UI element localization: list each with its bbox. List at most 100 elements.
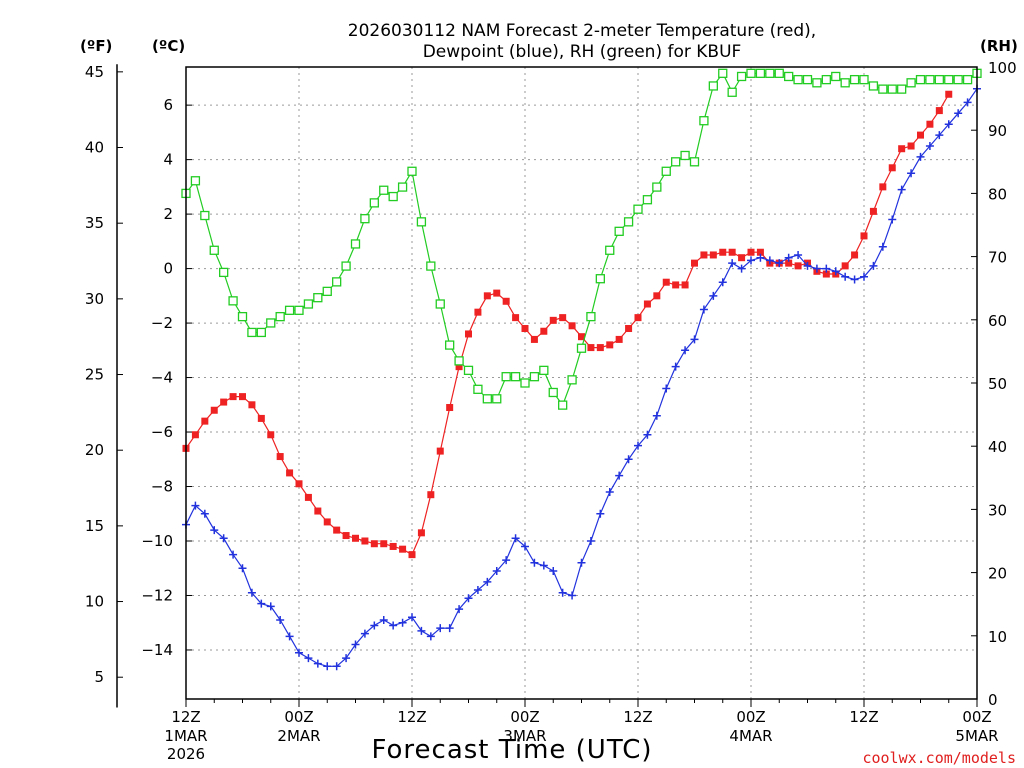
temperature-point xyxy=(917,131,924,139)
temperature-point xyxy=(399,545,407,553)
temperature-point xyxy=(380,540,388,548)
dewpoint-point xyxy=(191,501,200,510)
dewpoint-point xyxy=(897,185,906,194)
time-tick-date-label: 2MAR xyxy=(277,727,320,745)
temperature-point xyxy=(549,316,557,324)
temperature-point xyxy=(201,417,209,425)
dewpoint-point xyxy=(313,659,322,668)
celsius-tick-label: 6 xyxy=(163,96,173,114)
dewpoint-point xyxy=(812,264,821,273)
rh-point xyxy=(529,372,540,382)
rh-point xyxy=(219,267,229,278)
rh-point xyxy=(350,239,361,249)
temperature-point xyxy=(860,232,868,240)
rh-tick-label: 90 xyxy=(988,122,1007,140)
fahrenheit-tick-label: 45 xyxy=(85,63,104,81)
temperature-point xyxy=(408,551,416,559)
temperature-point xyxy=(822,270,830,278)
temperature-point xyxy=(455,363,463,371)
rh-point xyxy=(426,261,436,271)
rh-tick-label: 50 xyxy=(988,375,1007,393)
dewpoint-point xyxy=(615,471,624,480)
rh-point xyxy=(765,68,775,78)
time-tick-date-label: 4MAR xyxy=(729,727,772,745)
rh-point xyxy=(284,305,295,315)
celsius-tick-label: −4 xyxy=(151,369,173,387)
rh-point xyxy=(642,195,653,205)
rh-point xyxy=(454,356,464,366)
fahrenheit-tick-label: 10 xyxy=(85,593,104,611)
dewpoint-point xyxy=(511,534,520,543)
fahrenheit-tick-label: 35 xyxy=(85,214,104,232)
rh-line xyxy=(185,72,978,407)
rh-point xyxy=(435,299,445,309)
temperature-point xyxy=(662,278,670,286)
temperature-point xyxy=(691,259,698,267)
rh-point xyxy=(482,394,492,404)
temperature-point xyxy=(361,537,369,545)
dewpoint-point xyxy=(784,253,793,262)
fahrenheit-unit-label: (ºF) xyxy=(80,37,112,55)
rh-point xyxy=(605,245,615,255)
rh-tick-label: 100 xyxy=(988,59,1017,77)
dewpoint-point xyxy=(624,455,633,464)
dewpoint-point xyxy=(794,250,803,259)
rh-point xyxy=(322,286,332,297)
celsius-tick-label: 4 xyxy=(163,151,173,169)
rh-point xyxy=(671,157,681,167)
temperature-point xyxy=(926,120,934,128)
rh-point xyxy=(558,400,568,410)
dewpoint-point xyxy=(737,264,746,273)
rh-point xyxy=(727,87,737,97)
dewpoint-point xyxy=(963,98,972,107)
temperature-point xyxy=(935,107,943,115)
dewpoint-point xyxy=(756,253,765,262)
chart-title-line2: Dewpoint (blue), RH (green) for KBUF xyxy=(423,42,742,62)
grid-layer xyxy=(185,67,978,699)
rh-point xyxy=(802,74,813,85)
rh-point xyxy=(548,387,558,398)
dewpoint-point xyxy=(925,142,934,150)
dewpoint-point xyxy=(389,621,398,630)
dewpoint-point xyxy=(408,613,416,622)
dewpoint-point xyxy=(586,537,595,545)
temperature-point xyxy=(521,325,529,333)
rh-point xyxy=(595,274,605,284)
time-tick-date-label: 1MAR xyxy=(164,727,207,745)
rh-point xyxy=(736,71,747,82)
dewpoint-point xyxy=(210,526,219,535)
rh-point xyxy=(915,74,926,85)
rh-point xyxy=(416,217,427,227)
temperature-point xyxy=(493,289,501,297)
rh-point xyxy=(689,157,700,167)
temperature-point xyxy=(879,183,887,191)
rh-point xyxy=(388,191,398,202)
dewpoint-point xyxy=(662,384,671,393)
temperature-point xyxy=(756,248,764,256)
dewpoint-point xyxy=(521,542,529,551)
dewpoint-point xyxy=(351,640,360,649)
temperature-line xyxy=(185,93,950,556)
temperature-point xyxy=(427,491,435,499)
rh-point xyxy=(379,185,389,195)
dewpoint-point xyxy=(568,591,577,600)
axis-layer: 6420−2−4−6−8−10−12−144540353025201510510… xyxy=(85,59,1017,763)
rh-point xyxy=(878,84,888,94)
series-layer xyxy=(181,68,982,671)
rh-tick-label: 70 xyxy=(988,249,1007,267)
dewpoint-point xyxy=(238,564,247,573)
fahrenheit-tick-label: 20 xyxy=(85,441,104,459)
dewpoint-point xyxy=(643,430,652,439)
temperature-point xyxy=(540,327,548,335)
dewpoint-point xyxy=(935,131,944,140)
rh-point xyxy=(332,277,342,287)
dewpoint-point xyxy=(634,441,642,450)
dewpoint-point xyxy=(869,261,878,270)
temperature-point xyxy=(578,333,585,341)
temperature-point xyxy=(239,393,246,401)
temperature-point xyxy=(286,469,294,477)
temperature-point xyxy=(681,281,689,289)
temperature-point xyxy=(210,406,218,414)
dewpoint-point xyxy=(342,654,351,663)
